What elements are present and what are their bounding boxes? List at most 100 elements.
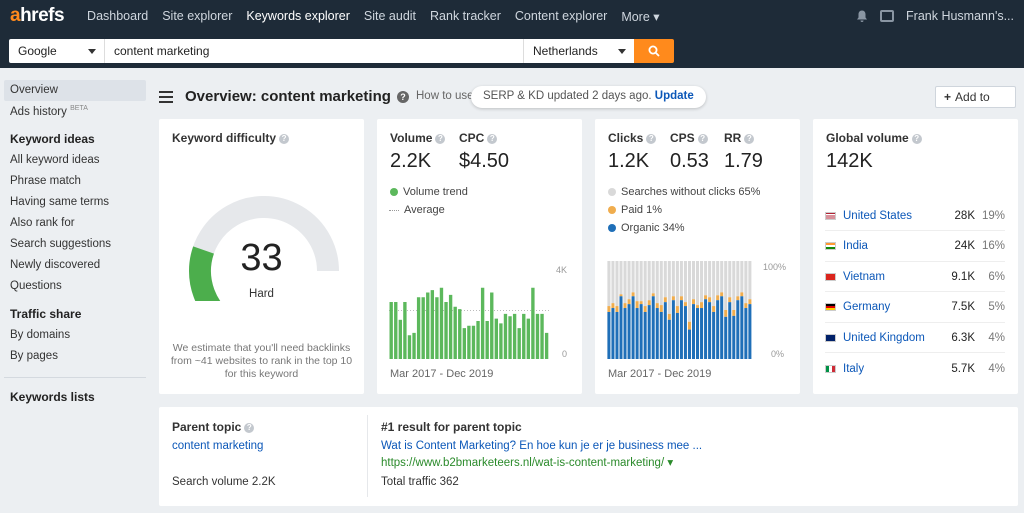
sidebar-item[interactable]: All keyword ideas [10, 154, 100, 166]
no-clicks-bar [623, 261, 627, 304]
nav-links: Dashboard Site explorer Keywords explorer S… [80, 9, 667, 24]
top-result-title-link[interactable]: Wat is Content Marketing? En hoe kun je … [381, 440, 703, 452]
country-percent: 19% [981, 209, 1005, 222]
nav-link[interactable]: Site audit [363, 8, 417, 23]
how-to-use-link[interactable]: How to use [416, 90, 474, 102]
country-name[interactable]: Germany [843, 301, 891, 313]
sidebar-item[interactable]: By domains [10, 329, 71, 341]
flag-icon [825, 211, 836, 220]
rr-label: RR [724, 131, 742, 145]
help-icon[interactable]: ? [911, 134, 922, 144]
cpc-value: $4.50 [459, 150, 510, 172]
no-clicks-bar [704, 261, 708, 296]
paid-bar [615, 306, 619, 312]
legend-no-clicks: Searches without clicks 65% [608, 183, 760, 201]
country-name[interactable]: United Kingdom [843, 331, 925, 344]
no-clicks-bar [679, 261, 683, 297]
flag-icon [825, 272, 836, 281]
country-name[interactable]: Vietnam [843, 270, 885, 283]
monitor-icon[interactable] [880, 10, 895, 22]
sidebar-item[interactable]: By pages [10, 350, 58, 362]
legend-organic: Organic 34% [608, 219, 685, 237]
sidebar-item[interactable]: Search suggestions [10, 238, 112, 250]
keyword-input[interactable]: content marketing [105, 39, 523, 63]
sidebar-item[interactable]: Also rank for [10, 217, 75, 229]
paid-bar [671, 296, 675, 301]
organic-bar [627, 304, 631, 359]
organic-bar [687, 329, 691, 359]
country-volume: 28K [954, 209, 975, 222]
volume-bar [471, 325, 476, 359]
parent-topic-link[interactable]: content marketing [172, 440, 264, 452]
country-name[interactable]: India [843, 240, 868, 252]
top-result-url[interactable]: https://www.b2bmarketeers.nl/wat-is-cont… [381, 457, 674, 469]
nav-link[interactable]: More ▾ [621, 9, 660, 24]
volume-bar [389, 302, 393, 359]
menu-icon[interactable] [159, 91, 173, 106]
organic-bar [659, 311, 663, 359]
bell-icon[interactable] [856, 10, 868, 23]
help-icon[interactable]: ? [646, 134, 657, 144]
no-clicks-bar [659, 261, 663, 306]
country-name[interactable]: Italy [843, 362, 865, 375]
help-icon[interactable]: ? [279, 134, 290, 144]
paid-bar [619, 294, 623, 297]
divider [367, 415, 368, 497]
ahrefs-logo[interactable]: ahrefs [10, 5, 65, 26]
axis-label-bottom: 0% [771, 349, 785, 359]
volume-bar [494, 318, 499, 359]
organic-bar [667, 319, 671, 359]
volume-bar [512, 313, 517, 359]
sidebar-item[interactable]: Phrase match [10, 175, 81, 187]
sidebar-item-keywords-lists[interactable]: Keywords lists [10, 390, 95, 404]
nav-link[interactable]: Site explorer [162, 8, 233, 23]
no-clicks-bar [736, 261, 740, 297]
organic-bar [615, 311, 619, 359]
help-icon[interactable]: ? [487, 134, 498, 144]
nav-link[interactable]: Dashboard [87, 8, 149, 23]
volume-bar [485, 321, 489, 359]
global-volume-card: Global volume? 142K United States 28K 19% I… [813, 119, 1018, 394]
organic-bar [647, 305, 651, 359]
sidebar-item[interactable]: Having same terms [10, 196, 110, 208]
country-name[interactable]: United States [843, 209, 913, 222]
page-title: Overview: content marketing [185, 88, 391, 105]
no-clicks-bar [683, 261, 687, 303]
volume-bar [490, 292, 494, 359]
paid-bar [639, 301, 643, 305]
volume-bar [435, 297, 439, 359]
axis-label-top: 100% [763, 262, 787, 272]
paid-bar [724, 310, 728, 317]
volume-bar [499, 323, 503, 359]
paid-bar [683, 302, 687, 307]
search-engine-select[interactable]: Google [9, 39, 105, 63]
volume-period: Mar 2017 - Dec 2019 [390, 368, 494, 380]
user-menu[interactable]: Frank Husmann's... [906, 9, 1014, 23]
help-icon[interactable]: ? [397, 91, 409, 103]
no-clicks-bar [696, 261, 700, 306]
organic-bar [728, 302, 732, 359]
search-button[interactable] [634, 39, 674, 63]
sidebar-item[interactable]: Newly discovered [10, 259, 101, 271]
sidebar-item-overview[interactable]: Overview [4, 80, 146, 101]
nav-link[interactable]: Keywords explorer [246, 8, 350, 23]
no-clicks-bar [740, 261, 744, 293]
search-icon [648, 45, 660, 57]
nav-link[interactable]: Content explorer [514, 8, 608, 23]
organic-bar [683, 306, 687, 359]
organic-bar [740, 296, 744, 359]
sidebar-heading-keyword-ideas: Keyword ideas [10, 132, 95, 146]
nav-link[interactable]: Rank tracker [430, 8, 501, 23]
help-icon[interactable]: ? [697, 134, 708, 144]
help-icon[interactable]: ? [435, 134, 446, 144]
help-icon[interactable]: ? [744, 134, 755, 144]
add-to-button[interactable]: + Add to [935, 86, 1016, 108]
help-icon[interactable]: ? [244, 423, 255, 433]
update-link[interactable]: Update [654, 90, 694, 102]
country-select[interactable]: Netherlands [523, 39, 634, 63]
sidebar-heading-traffic-share: Traffic share [10, 307, 82, 321]
country-volume: 5.7K [951, 362, 975, 375]
paid-bar [651, 293, 655, 297]
sidebar-item[interactable]: Questions [10, 280, 62, 292]
sidebar-item-ads-history[interactable]: Ads history BETA [10, 105, 88, 118]
